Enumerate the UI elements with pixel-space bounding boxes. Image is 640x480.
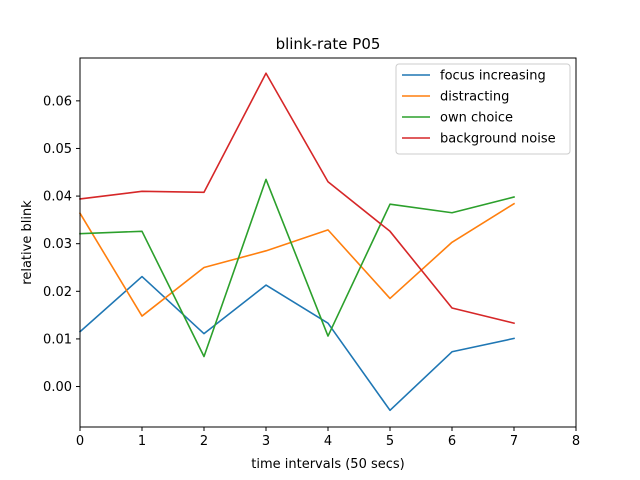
series-layer [78,72,516,412]
x-tick-label: 5 [386,434,394,449]
legend-label-0: focus increasing [440,69,546,84]
legend-label-3: background noise [440,132,556,147]
legend-label-1: distracting [440,90,509,105]
series-line-0 [78,275,515,412]
legend: focus increasing distracting own choice bac… [395,63,571,155]
legend-frame [395,63,571,155]
x-tick-label: 3 [262,434,270,449]
y-axis-label: relative blink [20,200,35,285]
x-tick-label: 6 [448,434,456,449]
y-tick-label: 0.06 [43,94,72,109]
x-tick-label: 0 [76,434,84,449]
x-axis-label: time intervals (50 secs) [251,457,404,472]
x-tick-label: 2 [200,434,208,449]
legend-label-2: own choice [440,111,513,126]
y-tick-label: 0.00 [43,380,72,395]
y-axis: 0.00 0.01 0.02 0.03 0.04 0.05 0.06 [43,94,80,395]
x-tick-label: 7 [510,434,518,449]
y-tick-label: 0.01 [43,332,72,347]
y-tick-label: 0.05 [43,142,72,157]
x-tick-label: 8 [572,434,580,449]
series-line-1 [78,202,516,317]
x-tick-label: 1 [138,434,146,449]
y-tick-label: 0.03 [43,237,72,252]
y-tick-label: 0.04 [43,190,72,205]
series-line-2 [79,178,515,358]
chart-title: blink-rate P05 [276,35,381,53]
x-tick-label: 4 [324,434,332,449]
series-line-3 [79,72,515,325]
y-tick-label: 0.02 [43,285,72,300]
x-axis: 0 1 2 3 4 5 6 7 8 [76,427,580,449]
